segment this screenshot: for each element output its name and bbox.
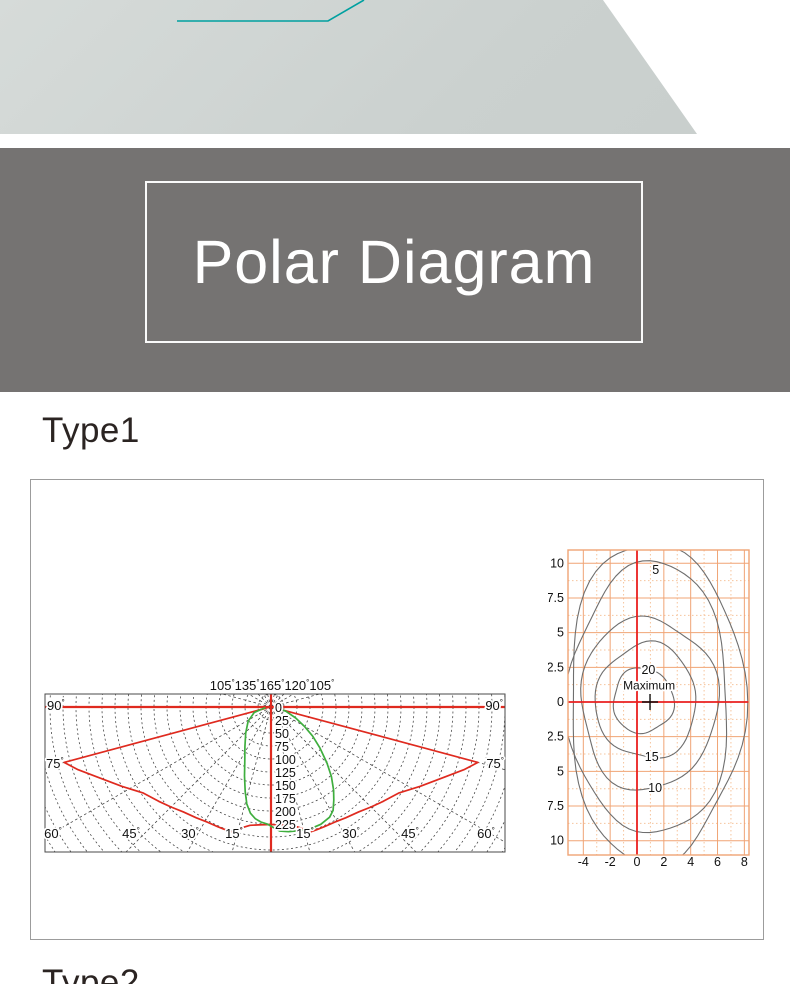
svg-text:4: 4 — [687, 855, 694, 869]
svg-text:30°: 30° — [181, 826, 199, 841]
svg-text:Maximum: Maximum — [623, 679, 675, 693]
page-title: Polar Diagram — [192, 228, 596, 296]
svg-text:200: 200 — [275, 805, 296, 819]
svg-text:5: 5 — [652, 563, 659, 577]
svg-text:0: 0 — [275, 701, 282, 715]
svg-text:0: 0 — [557, 695, 564, 709]
svg-text:2: 2 — [660, 855, 667, 869]
svg-text:2.5: 2.5 — [548, 660, 564, 674]
svg-text:15: 15 — [645, 750, 659, 764]
svg-text:7.5: 7.5 — [548, 799, 564, 813]
svg-text:50: 50 — [275, 727, 289, 741]
svg-text:90°: 90° — [485, 698, 503, 713]
isolux-contour-chart: 5 20 15 10 Maximum -4 -2 0 2 4 6 8 10 7.5 5 2.5 0 2.5 5 7.5… — [548, 549, 750, 869]
title-box: Polar Diagram — [145, 181, 643, 343]
svg-text:20: 20 — [641, 663, 655, 677]
svg-text:15°: 15° — [225, 826, 243, 841]
svg-text:6: 6 — [714, 855, 721, 869]
svg-text:25: 25 — [275, 714, 289, 728]
svg-text:5: 5 — [557, 764, 564, 778]
svg-text:10: 10 — [550, 834, 564, 848]
svg-text:125: 125 — [275, 766, 296, 780]
svg-text:45°: 45° — [401, 826, 419, 841]
hero-band — [0, 0, 697, 134]
svg-text:60°: 60° — [44, 826, 62, 841]
section-heading-type2: Type2 — [42, 963, 140, 984]
svg-text:2.5: 2.5 — [548, 730, 564, 744]
hero-decoration-line — [177, 0, 365, 22]
svg-text:150: 150 — [275, 779, 296, 793]
svg-text:30°: 30° — [342, 826, 360, 841]
svg-text:8: 8 — [741, 855, 748, 869]
svg-text:15°: 15° — [296, 826, 314, 841]
svg-text:225: 225 — [275, 818, 296, 832]
svg-text:-4: -4 — [578, 855, 589, 869]
svg-text:60°: 60° — [477, 826, 495, 841]
svg-text:0: 0 — [634, 855, 641, 869]
svg-text:-2: -2 — [605, 855, 616, 869]
svg-text:105°135°165°120°105°: 105°135°165°120°105° — [210, 678, 335, 693]
svg-text:75: 75 — [275, 740, 289, 754]
svg-text:90°: 90° — [47, 698, 65, 713]
svg-text:75°: 75° — [46, 756, 64, 771]
svg-text:7.5: 7.5 — [548, 591, 564, 605]
svg-text:75°: 75° — [486, 756, 504, 771]
title-banner: Polar Diagram — [0, 148, 790, 392]
section-heading-type1: Type1 — [42, 411, 140, 450]
svg-text:10: 10 — [648, 781, 662, 795]
svg-text:10: 10 — [550, 556, 564, 570]
svg-text:45°: 45° — [122, 826, 140, 841]
polar-diagram-chart: 105°135°165°120°105°02550751001251501752… — [42, 678, 506, 853]
svg-text:5: 5 — [557, 626, 564, 640]
svg-text:100: 100 — [275, 753, 296, 767]
svg-text:175: 175 — [275, 792, 296, 806]
